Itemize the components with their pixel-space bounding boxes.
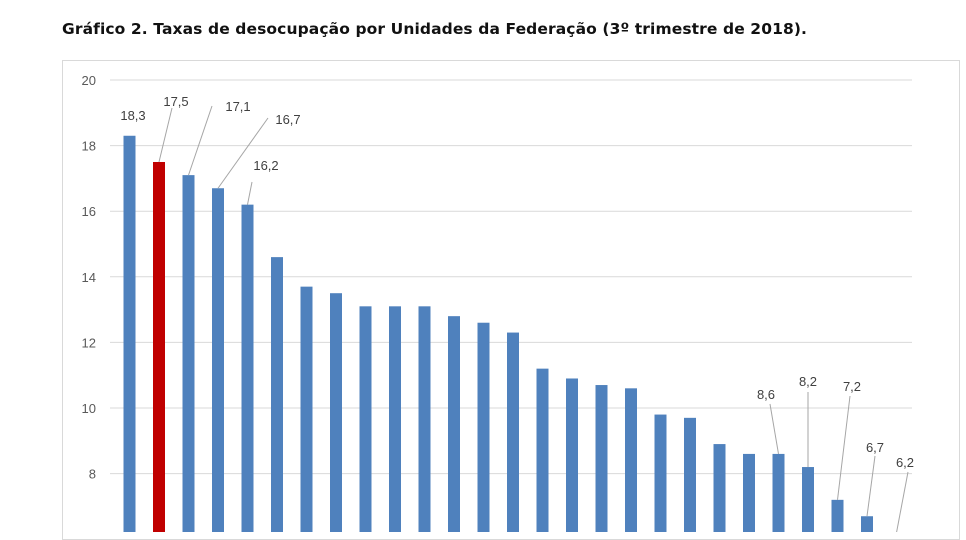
bars [123,135,873,532]
data-label: 17,5 [163,94,188,109]
label-leader-line [158,107,173,163]
bar [507,332,519,532]
data-labels: 18,3 17,5 17,1 16,7 16,2 8,6 8,2 7,2 6,7 6,2 [120,94,914,532]
bar [802,467,814,532]
bar [300,286,313,532]
chart-title: Gráfico 2. Taxas de desocupação por Unid… [62,20,808,38]
bar [389,306,401,532]
bar [359,306,372,532]
bar [595,385,608,532]
data-label: 17,1 [225,99,250,114]
data-label: 8,2 [799,374,817,389]
y-tick-label: 16 [82,204,96,219]
data-label: 8,6 [757,387,775,402]
bar [743,453,755,532]
y-axis-ticks: 20 18 16 14 12 10 8 [82,73,96,482]
bar [271,257,283,532]
data-label: 6,7 [866,440,884,455]
label-leader-line [769,403,779,455]
bar [123,135,136,532]
bar-highlighted [153,162,165,532]
y-tick-label: 20 [82,73,96,88]
bar [831,499,844,532]
data-label: 16,7 [275,112,300,127]
bar [477,322,490,532]
bar [654,414,667,532]
y-tick-label: 8 [89,467,96,482]
data-label: 7,2 [843,379,861,394]
data-label: 16,2 [253,158,278,173]
bar [772,453,785,532]
bar [713,444,726,532]
y-tick-label: 10 [82,401,96,416]
bar [418,306,431,532]
y-tick-label: 18 [82,139,96,154]
bar [861,516,873,532]
bar [448,316,460,532]
bar [684,417,696,532]
data-label: 18,3 [120,108,145,123]
label-leader-line [837,395,851,500]
bar [330,293,342,532]
data-label: 6,2 [896,455,914,470]
label-leader-line [896,471,909,532]
label-leader-line [188,105,213,176]
bar [566,378,578,532]
label-leader-line [247,181,253,205]
bar [212,188,224,532]
bar [536,368,549,532]
y-tick-label: 14 [82,270,96,285]
y-tick-label: 12 [82,335,96,350]
bar [625,388,637,532]
label-leader-line [866,455,876,517]
bar [182,175,195,532]
bar [241,204,254,532]
label-leader-line [217,117,269,189]
